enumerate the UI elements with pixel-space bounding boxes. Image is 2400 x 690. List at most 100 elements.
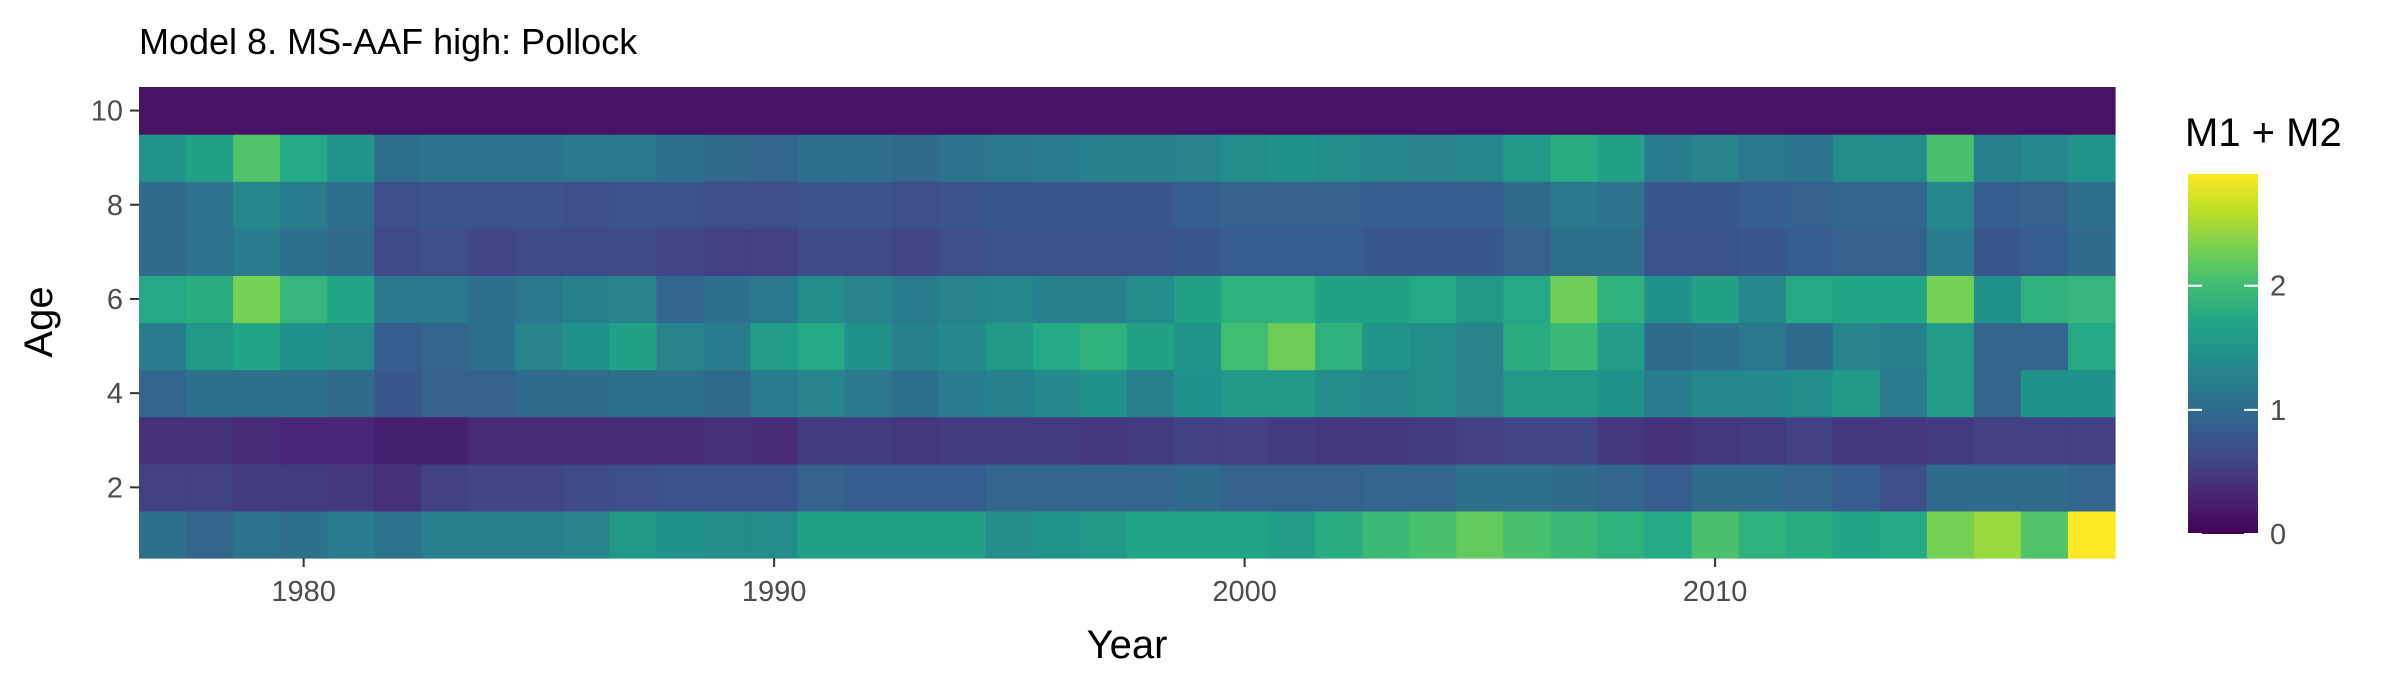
heatmap-cell [609,369,658,418]
heatmap-cell [985,275,1034,324]
heatmap-cell [562,463,611,512]
heatmap-cell [844,463,893,512]
heatmap-cell [1174,275,1222,324]
heatmap-cell [1174,134,1222,182]
heatmap-cell [1785,87,1834,135]
heatmap-cell [1503,416,1552,465]
heatmap-cell [1362,463,1410,512]
heatmap-cell [844,416,893,465]
heatmap-cell [703,369,752,418]
heatmap-cell [374,134,422,182]
heatmap-cell [1879,228,1928,276]
heatmap-cell [2020,322,2069,371]
heatmap-cell [1785,275,1834,324]
heatmap-cell [1315,87,1363,135]
heatmap-cell [468,369,516,418]
heatmap-cell [186,322,234,371]
heatmap-cell [797,322,846,371]
heatmap-cell [1456,369,1504,418]
heatmap-cell [1174,87,1222,135]
heatmap-cell [374,181,422,229]
heatmap-cell [421,463,469,512]
heatmap-cell [1503,463,1552,512]
heatmap-cell [1738,275,1787,324]
heatmap-cell [2067,369,2116,418]
heatmap-cell [280,181,328,229]
heatmap-cell [1409,510,1457,559]
heatmap-cell [139,134,187,182]
heatmap-cell [1079,510,1128,559]
heatmap-cell [891,322,940,371]
heatmap-cell [1550,510,1599,559]
heatmap-cell [2067,87,2116,135]
heatmap-cell [562,275,611,324]
heatmap-cell [2020,87,2069,135]
heatmap-cell [421,369,469,418]
heatmap-cell [1503,322,1552,371]
heatmap-cell [1785,181,1834,229]
heatmap-cell [891,228,940,276]
heatmap-cell [468,275,516,324]
y-tick-label: 6 [107,284,123,316]
heatmap-cell [703,181,752,229]
heatmap-cell [938,463,987,512]
heatmap-cell [186,275,234,324]
heatmap-cell [1315,228,1363,276]
heatmap-cell [233,275,281,324]
heatmap-cell [1079,134,1128,182]
heatmap-cell [186,416,234,465]
heatmap-cell [1785,510,1834,559]
heatmap-cell [1174,322,1222,371]
heatmap-cell [985,510,1034,559]
heatmap-cell [703,134,752,182]
y-tick-label: 10 [91,96,123,128]
heatmap-cell [1597,369,1646,418]
legend-color-bar [2188,174,2258,534]
heatmap-cell [1221,416,1269,465]
heatmap-cell [1691,275,1740,324]
heatmap-cell [656,322,705,371]
heatmap-cell [1127,181,1175,229]
heatmap-cell [2067,275,2116,324]
heatmap-cell [374,228,422,276]
heatmap-cell [1597,463,1646,512]
heatmap-cell [2020,134,2069,182]
heatmap-cell [1221,322,1269,371]
heatmap-cell [985,181,1034,229]
heatmap-cell [1738,134,1787,182]
heatmap-cell [1973,463,2022,512]
heatmap-cell [1268,510,1316,559]
heatmap-cell [1550,416,1599,465]
x-axis: 1980 1990 2000 2010 [271,558,1747,608]
heatmap-cell [374,322,422,371]
heatmap-cell [797,463,846,512]
heatmap-cell [327,463,375,512]
heatmap-cell [139,181,187,229]
heatmap-cell [139,510,187,559]
heatmap-cell [1079,416,1128,465]
legend-tick-label: 2 [2270,271,2286,303]
heatmap-cell [515,463,564,512]
heatmap-cell [844,275,893,324]
heatmap-cell [2020,369,2069,418]
heatmap-cell [1221,181,1269,229]
heatmap-cell [374,416,422,465]
heatmap-cell [1832,510,1881,559]
heatmap-cell [233,134,281,182]
heatmap-cell [985,416,1034,465]
heatmap-cell [374,275,422,324]
heatmap-cell [1691,228,1740,276]
heatmap-cell [985,134,1034,182]
heatmap-cell [1832,463,1881,512]
heatmap-cell [1832,181,1881,229]
heatmap-cell [562,228,611,276]
heatmap-cell [1879,369,1928,418]
heatmap-cells [139,87,2116,559]
heatmap-cell [139,228,187,276]
heatmap-cell [1221,369,1269,418]
heatmap-cell [1832,416,1881,465]
heatmap-cell [1362,510,1410,559]
heatmap-cell [1032,181,1081,229]
heatmap-cell [1079,369,1128,418]
